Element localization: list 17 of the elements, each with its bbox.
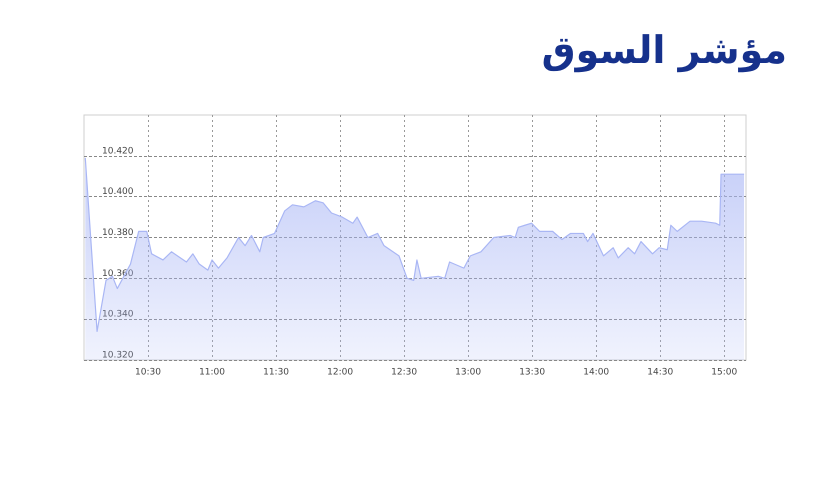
x-tick-label: 14:30 [647, 368, 674, 378]
y-tick-label: 10.380 [102, 228, 134, 238]
x-tick-label: 13:30 [519, 368, 546, 378]
x-tick-label: 13:00 [455, 368, 482, 378]
y-tick-label: 10.360 [102, 268, 134, 279]
y-tick-label: 10.340 [102, 310, 134, 320]
x-tick-label: 12:30 [391, 368, 418, 378]
x-tick-label: 10:30 [135, 368, 162, 378]
x-tick-label: 15:00 [711, 368, 738, 378]
x-tick-label: 11:30 [263, 368, 290, 378]
x-tick-label: 12:00 [327, 368, 354, 378]
chart-title: مؤشر السوق [542, 28, 788, 73]
x-tick-label: 11:00 [199, 368, 226, 378]
y-tick-label: 10.320 [102, 350, 134, 360]
y-tick-label: 10.420 [102, 146, 134, 156]
x-tick-label: 14:00 [583, 368, 610, 378]
y-tick-label: 10.400 [102, 187, 134, 198]
